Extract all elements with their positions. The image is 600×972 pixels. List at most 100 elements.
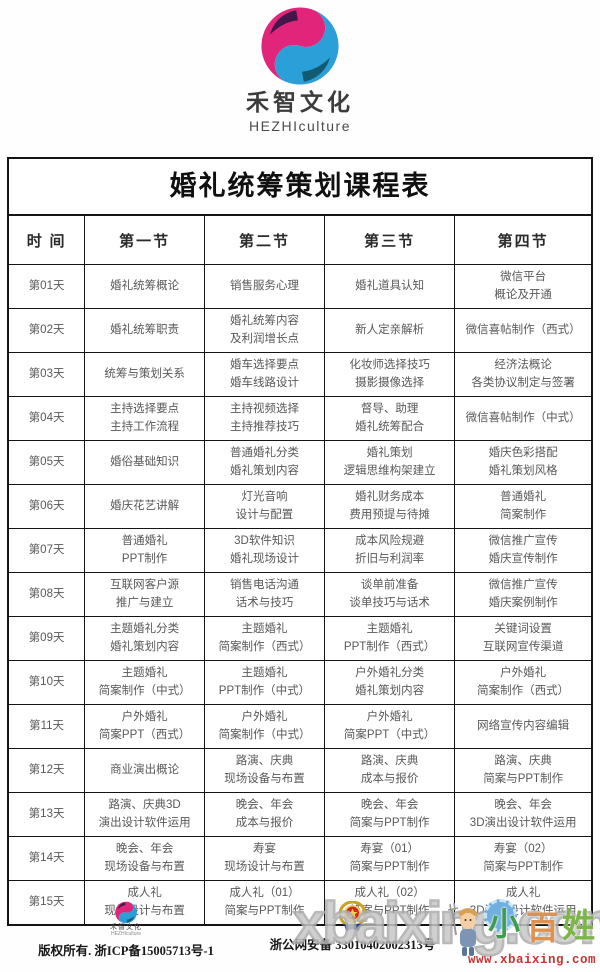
logo-char-bai: 百 (526, 909, 559, 946)
course-cell: 微信喜帖制作（西式） (454, 308, 591, 353)
footer-copyright-block: 禾智文化 HEZHIculture 版权所有. 浙ICP备15005713号-1 (26, 901, 226, 959)
blue-badge-icon (484, 899, 517, 932)
brand-header: 禾智文化 HEZHIculture (0, 5, 600, 134)
course-cell: 婚庆色彩搭配 婚礼策划风格 (454, 440, 591, 485)
course-cell: 寿宴 现场设计与布置 (204, 836, 325, 881)
column-header: 第三节 (323, 215, 456, 265)
table-row: 第14天 晚会、年会 现场设备与布置 寿宴 现场设计与布置 寿宴（01） 简案与PPT制作寿… (9, 836, 591, 881)
watermark-url: www.xbaixing.com (467, 953, 596, 967)
day-cell: 第01天 (9, 264, 86, 309)
brand-name-en: HEZHIculture (248, 118, 352, 134)
course-cell: 婚俗基础知识 (84, 440, 206, 485)
table-row: 第11天 户外婚礼 简案PPT（西式） 户外婚礼 简案制作（中式） 户外婚礼 简案PPT（中… (9, 704, 591, 749)
course-cell: 经济法概论 各类协议制定与签署 (454, 352, 591, 397)
course-cell: 网络宣传内容编辑 (454, 704, 591, 749)
day-cell: 第09天 (9, 616, 86, 661)
day-cell: 第05天 (9, 440, 86, 485)
course-cell: 成人礼（01） 简案与PPT制作 (204, 880, 325, 924)
course-cell: 微信推广宣传 婚庆案例制作 (454, 572, 591, 617)
course-cell: 成人礼 3D演出设计软件运用 (454, 880, 591, 924)
course-cell: 主持视频选择 主持推荐技巧 (204, 396, 325, 441)
course-cell: 灯光音响 设计与配置 (204, 484, 325, 529)
course-cell: 户外婚礼 简案PPT（中式） (323, 704, 456, 749)
brand-name-cn: 禾智文化 (246, 89, 354, 115)
course-cell: 谈单前准备 谈单技巧与话术 (323, 572, 456, 617)
table-title: 婚礼统筹策划课程表 (9, 159, 591, 215)
footer-brand-en: HEZHIculture (110, 930, 141, 937)
day-cell: 第07天 (9, 528, 86, 573)
course-cell: 户外婚礼 简案PPT（西式） (84, 704, 206, 749)
course-cell: 销售服务心理 (204, 264, 325, 309)
logo-char-xing: 姓 (562, 907, 595, 944)
table-row: 第04天 主持选择要点 主持工作流程 主持视频选择 主持推荐技巧 督导、助理 婚礼统筹配合微… (9, 396, 591, 441)
course-cell: 婚庆花艺讲解 (84, 484, 206, 529)
table-row: 第12天 商业演出概论 路演、庆典 现场设备与布置 路演、庆典 成本与报价 路演、庆典 简案与… (9, 748, 591, 793)
course-cell: 晚会、年会 现场设备与布置 (84, 836, 206, 881)
course-cell: 主题婚礼分类 婚礼策划内容 (84, 616, 206, 661)
course-cell: 新人定亲解析 (323, 308, 456, 353)
course-cell: 互联网客户源 推广与建立 (84, 572, 206, 617)
footer-brand-cn: 禾智文化 (110, 924, 142, 931)
course-cell: 路演、庆典 现场设备与布置 (204, 748, 325, 793)
course-cell: 户外婚礼分类 婚礼策划内容 (323, 660, 456, 705)
farmer-mascot-icon (447, 902, 478, 956)
course-cell: 普通婚礼 简案制作 (454, 484, 591, 529)
course-cell: 微信平台 概论及开通 (454, 264, 591, 309)
course-cell: 微信推广宣传 婚庆宣传制作 (454, 528, 591, 573)
course-cell: 婚车选择要点 婚车线路设计 (204, 352, 325, 397)
course-cell: 婚礼策划 逻辑思维构架建立 (323, 440, 456, 485)
course-cell: 户外婚礼 简案制作（中式） (204, 704, 325, 749)
table-row: 第03天 统筹与策划关系 婚车选择要点 婚车线路设计 化妆师选择技巧 摄影摄像选择 经济法概… (9, 352, 591, 397)
course-cell: 路演、庆典 成本与报价 (323, 748, 456, 793)
course-cell: 统筹与策划关系 (84, 352, 206, 397)
table-row: 第07天 普通婚礼 PPT制作 3D软件知识 婚礼现场设计 成本风险规避 折旧与利润率 微信推… (9, 528, 591, 573)
course-cell: 路演、庆典 简案与PPT制作 (454, 748, 591, 793)
course-cell: 3D软件知识 婚礼现场设计 (204, 528, 325, 573)
course-cell: 晚会、年会 简案与PPT制作 (323, 792, 456, 837)
table-body: 第01天 婚礼统筹概论 销售服务心理 婚礼道具认知 微信平台 概论及开通 第02天 婚礼统筹职… (9, 264, 591, 924)
course-cell: 晚会、年会 3D演出设计软件运用 (454, 792, 591, 837)
table-row: 第10天 主题婚礼 简案制作（中式） 主题婚礼 PPT制作（中式） 户外婚礼分类 婚礼策划内… (9, 660, 591, 705)
course-cell: 微信喜帖制作（中式） (454, 396, 591, 441)
course-cell: 户外婚礼 简案制作（西式） (454, 660, 591, 705)
course-cell: 婚礼统筹职责 (84, 308, 206, 353)
day-cell: 第06天 (9, 484, 86, 529)
column-header: 时 间 (9, 215, 86, 265)
schedule-grid: 时 间第一节 第二节 第三节 第四节 第01天 婚礼统筹概论 销售服务心理 婚礼道具认知 微信… (9, 215, 591, 924)
table-row: 第13天 路演、庆典3D 演出设计软件运用 晚会、年会 成本与报价 晚会、年会 简案与PPT… (9, 792, 591, 837)
course-cell: 化妆师选择技巧 摄影摄像选择 (323, 352, 456, 397)
column-header: 第一节 (84, 215, 206, 265)
course-cell: 寿宴（02） 简案与PPT制作 (454, 836, 591, 881)
security-record-text: 浙公网安备 33010402002313号 (269, 938, 436, 952)
day-cell: 第08天 (9, 572, 86, 617)
course-cell: 主题婚礼 PPT制作（西式） (323, 616, 456, 661)
icp-record-text: 版权所有. 浙ICP备15005713号-1 (38, 944, 214, 959)
day-cell: 第12天 (9, 748, 86, 793)
course-cell: 婚礼统筹概论 (84, 264, 206, 309)
course-cell: 主持选择要点 主持工作流程 (84, 396, 206, 441)
table-row: 第01天 婚礼统筹概论 销售服务心理 婚礼道具认知 微信平台 概论及开通 (9, 264, 591, 309)
logo-char-xiao: 小 (488, 906, 521, 942)
course-cell: 路演、庆典3D 演出设计软件运用 (84, 792, 206, 837)
course-cell: 婚礼统筹内容 及利润增长点 (204, 308, 325, 353)
course-table: 婚礼统筹策划课程表 时 间第一节 第二节 第三节 第四节 第01天 婚礼统筹概论 销售服务… (7, 157, 593, 926)
table-row: 第02天 婚礼统筹职责 婚礼统筹内容 及利润增长点 新人定亲解析 微信喜帖制作（西式） (9, 308, 591, 353)
course-cell: 关键词设置 互联网宣传渠道 (454, 616, 591, 661)
course-cell: 普通婚礼 PPT制作 (84, 528, 206, 573)
course-cell: 婚礼财务成本 费用预提与待摊 (323, 484, 456, 529)
column-header: 第二节 (204, 215, 325, 265)
xbaixing-logo: 小 百 姓 www.xbaixing.com (446, 897, 598, 967)
day-cell: 第10天 (9, 660, 86, 705)
day-cell: 第14天 (9, 836, 86, 881)
day-cell: 第13天 (9, 792, 86, 837)
table-header-row: 时 间第一节 第二节 第三节 第四节 (9, 215, 591, 265)
table-row: 第09天 主题婚礼分类 婚礼策划内容 主题婚礼 简案制作（西式） 主题婚礼 PPT制作（西式… (9, 616, 591, 661)
course-cell: 成人礼 现场设计与布置 (84, 880, 206, 924)
table-row: 第05天 婚俗基础知识 普通婚礼分类 婚礼策划内容 婚礼策划 逻辑思维构架建立 婚庆色彩搭配… (9, 440, 591, 485)
course-cell: 晚会、年会 成本与报价 (204, 792, 325, 837)
course-cell: 主题婚礼 简案制作（西式） (204, 616, 325, 661)
course-cell: 主题婚礼 PPT制作（中式） (204, 660, 325, 705)
table-row: 第08天 互联网客户源 推广与建立 销售电话沟通 话术与技巧 谈单前准备 谈单技巧与话术 微信… (9, 572, 591, 617)
table-row: 第06天 婚庆花艺讲解 灯光音响 设计与配置 婚礼财务成本 费用预提与待摊 普通婚礼 简案制作 (9, 484, 591, 529)
